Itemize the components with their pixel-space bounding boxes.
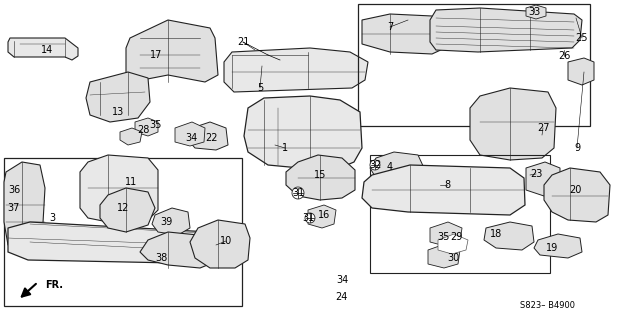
Polygon shape bbox=[430, 8, 582, 52]
Text: 38: 38 bbox=[155, 253, 167, 263]
Text: S823– B4900: S823– B4900 bbox=[521, 300, 575, 309]
Polygon shape bbox=[428, 244, 460, 268]
Polygon shape bbox=[308, 205, 336, 228]
Text: 29: 29 bbox=[450, 232, 462, 242]
Bar bbox=[4, 158, 242, 306]
Polygon shape bbox=[470, 88, 556, 160]
Polygon shape bbox=[438, 234, 468, 254]
Polygon shape bbox=[126, 20, 218, 82]
Text: 27: 27 bbox=[537, 123, 550, 133]
Text: 35: 35 bbox=[149, 120, 161, 130]
Text: 39: 39 bbox=[160, 217, 172, 227]
Polygon shape bbox=[4, 162, 45, 250]
Text: 4: 4 bbox=[387, 162, 393, 172]
Circle shape bbox=[370, 160, 380, 170]
Text: 32: 32 bbox=[369, 160, 381, 170]
Polygon shape bbox=[526, 162, 560, 196]
Text: 26: 26 bbox=[558, 51, 570, 61]
Polygon shape bbox=[100, 188, 155, 232]
Polygon shape bbox=[86, 72, 150, 122]
Text: 3: 3 bbox=[49, 213, 55, 223]
Polygon shape bbox=[362, 165, 525, 215]
Text: 34: 34 bbox=[336, 275, 348, 285]
Polygon shape bbox=[362, 14, 445, 54]
Polygon shape bbox=[135, 118, 158, 136]
Text: 33: 33 bbox=[528, 7, 540, 17]
Text: 30: 30 bbox=[447, 253, 459, 263]
Polygon shape bbox=[224, 48, 368, 92]
Polygon shape bbox=[80, 155, 158, 222]
Text: 22: 22 bbox=[206, 133, 219, 143]
Text: 8: 8 bbox=[444, 180, 450, 190]
Polygon shape bbox=[188, 122, 228, 150]
Text: 17: 17 bbox=[150, 50, 162, 60]
Text: 19: 19 bbox=[546, 243, 558, 253]
Text: 31: 31 bbox=[292, 188, 304, 198]
Text: 9: 9 bbox=[574, 143, 580, 153]
Text: 35: 35 bbox=[438, 232, 450, 242]
Polygon shape bbox=[140, 232, 215, 268]
Bar bbox=[358, 4, 590, 126]
Circle shape bbox=[292, 187, 304, 199]
Polygon shape bbox=[526, 5, 546, 19]
Polygon shape bbox=[8, 222, 245, 264]
Text: FR.: FR. bbox=[45, 280, 63, 290]
Text: 1: 1 bbox=[282, 143, 288, 153]
Polygon shape bbox=[484, 222, 534, 250]
Text: 21: 21 bbox=[237, 37, 249, 47]
Text: 31: 31 bbox=[302, 213, 314, 223]
Text: 7: 7 bbox=[387, 22, 393, 32]
Polygon shape bbox=[120, 128, 142, 145]
Polygon shape bbox=[370, 152, 424, 182]
Polygon shape bbox=[175, 122, 205, 146]
Bar bbox=[370, 155, 550, 273]
Text: 11: 11 bbox=[125, 177, 137, 187]
Polygon shape bbox=[568, 58, 594, 85]
Text: 23: 23 bbox=[530, 169, 542, 179]
Text: 5: 5 bbox=[257, 83, 263, 93]
Text: 14: 14 bbox=[41, 45, 53, 55]
Polygon shape bbox=[152, 208, 190, 235]
Text: 15: 15 bbox=[314, 170, 326, 180]
Text: 20: 20 bbox=[569, 185, 581, 195]
Polygon shape bbox=[534, 234, 582, 258]
Text: 12: 12 bbox=[117, 203, 129, 213]
Text: 10: 10 bbox=[220, 236, 232, 246]
Text: 28: 28 bbox=[137, 125, 149, 135]
Polygon shape bbox=[544, 168, 610, 222]
Text: 37: 37 bbox=[8, 203, 20, 213]
Polygon shape bbox=[430, 222, 462, 246]
Text: 13: 13 bbox=[112, 107, 124, 117]
Text: 34: 34 bbox=[185, 133, 197, 143]
Polygon shape bbox=[286, 155, 355, 200]
Polygon shape bbox=[8, 38, 78, 60]
Polygon shape bbox=[244, 96, 362, 168]
Text: 18: 18 bbox=[490, 229, 502, 239]
Text: 36: 36 bbox=[8, 185, 20, 195]
Text: 25: 25 bbox=[576, 33, 588, 43]
Circle shape bbox=[305, 213, 315, 223]
Text: 24: 24 bbox=[335, 292, 347, 302]
Text: 16: 16 bbox=[318, 210, 330, 220]
Polygon shape bbox=[190, 220, 250, 268]
